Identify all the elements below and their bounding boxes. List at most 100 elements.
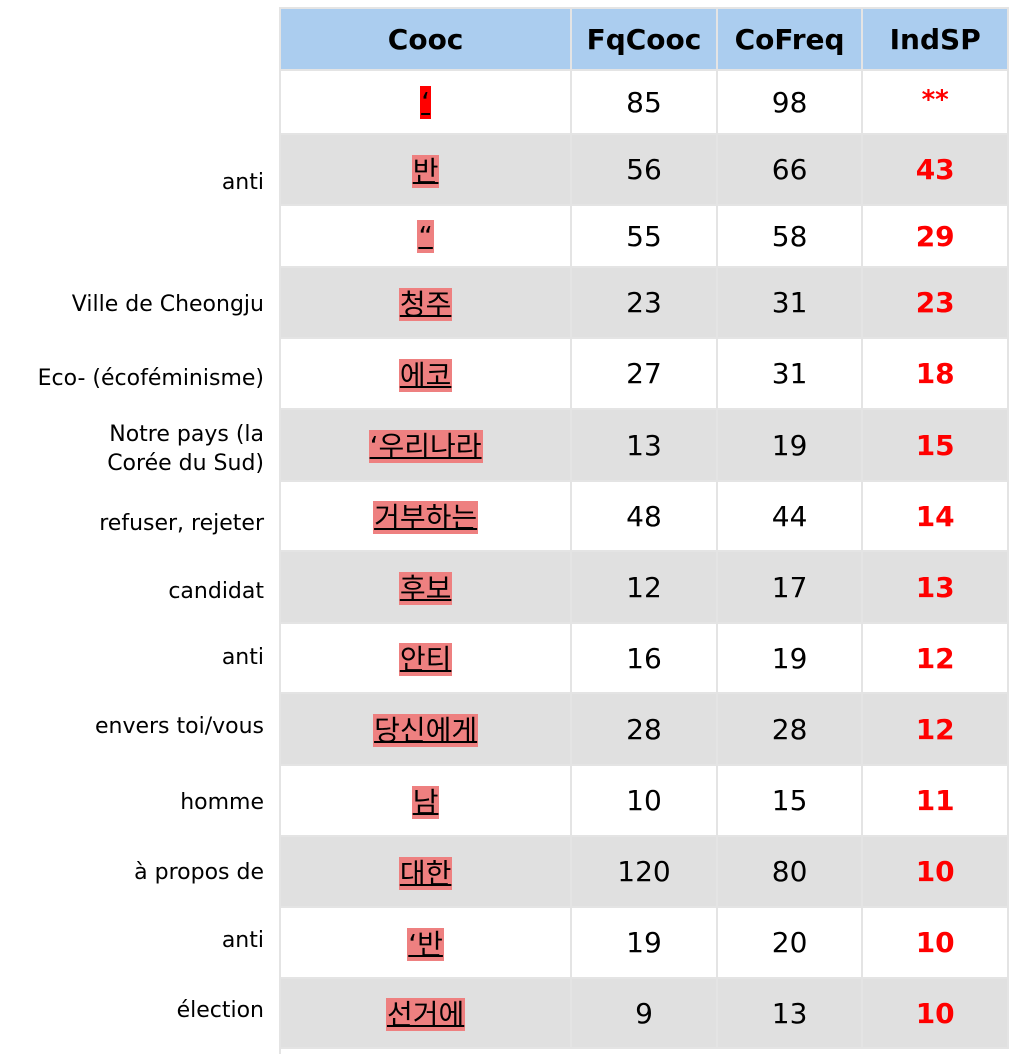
indsp-cell: 14 <box>861 480 1009 552</box>
cofreq-cell: 66 <box>715 133 864 206</box>
cooc-cell: 거부하는 <box>278 480 573 552</box>
indsp-cell: 12 <box>861 692 1009 766</box>
cooc-word: 청주 <box>398 287 453 321</box>
translation-label: Ville de Cheongju <box>71 292 264 317</box>
table-row: 거부하는 48 44 14 <box>278 480 1009 552</box>
cofreq-cell: 20 <box>715 906 864 979</box>
fqcooc-cell: 120 <box>570 835 718 908</box>
table-edge <box>279 1045 281 1054</box>
table-row: “ 55 58 29 <box>278 204 1009 268</box>
cooc-word: 남 <box>411 785 440 819</box>
cooc-word: ‘반 <box>407 927 444 961</box>
cooc-word: ‘우리나라 <box>368 430 483 463</box>
fqcooc-cell: 9 <box>570 977 718 1049</box>
cofreq-cell: 31 <box>715 337 864 410</box>
translation-label: anti <box>221 645 264 670</box>
cofreq-cell: 13 <box>715 977 864 1049</box>
cofreq-cell: 31 <box>715 266 864 339</box>
cooc-cell: ‘우리나라 <box>278 408 573 482</box>
cooc-cell: ‘ <box>278 69 573 135</box>
cooc-word: 에코 <box>398 358 453 392</box>
indsp-cell: 10 <box>861 906 1009 979</box>
cooc-word: “ <box>417 219 434 253</box>
cooc-cell: 에코 <box>278 337 573 410</box>
fqcooc-cell: 23 <box>570 266 718 339</box>
header-indsp: IndSP <box>861 7 1009 71</box>
translation-label: envers toi/vous <box>94 714 264 739</box>
table-row: 대한 120 80 10 <box>278 835 1009 908</box>
translation-label: candidat <box>168 579 264 604</box>
indsp-cell: 12 <box>861 622 1009 694</box>
table-row: 청주 23 31 23 <box>278 266 1009 339</box>
header-cofreq: CoFreq <box>715 7 864 71</box>
cofreq-cell: 98 <box>715 69 864 135</box>
indsp-cell: ** <box>861 69 1009 135</box>
indsp-cell: 15 <box>861 408 1009 482</box>
table-row: 반 56 66 43 <box>278 133 1009 206</box>
cooc-cell: 안티 <box>278 622 573 694</box>
translation-label: à propos de <box>134 860 264 885</box>
translation-label: refuser, rejeter <box>99 511 264 536</box>
indsp-cell: 18 <box>861 337 1009 410</box>
cofreq-cell: 19 <box>715 408 864 482</box>
translation-label: homme <box>180 790 264 815</box>
cooc-word: 대한 <box>398 856 453 890</box>
indsp-cell: 13 <box>861 550 1009 624</box>
cofreq-cell: 44 <box>715 480 864 552</box>
cofreq-cell: 80 <box>715 835 864 908</box>
fqcooc-cell: 56 <box>570 133 718 206</box>
cooc-cell: 선거에 <box>278 977 573 1049</box>
cooc-word: 안티 <box>398 643 453 676</box>
cooc-word: 반 <box>411 154 440 188</box>
fqcooc-cell: 13 <box>570 408 718 482</box>
cooccurrence-table: Cooc FqCooc CoFreq IndSP ‘ 85 98 ** 반 56… <box>278 7 1009 1049</box>
indsp-cell: 29 <box>861 204 1009 268</box>
cooc-cell: 당신에게 <box>278 692 573 766</box>
cofreq-cell: 15 <box>715 764 864 837</box>
cooc-word: 거부하는 <box>373 501 479 534</box>
translation-label: anti <box>221 170 264 195</box>
table-row: 남 10 15 11 <box>278 764 1009 837</box>
cooc-cell: 대한 <box>278 835 573 908</box>
table-row: 당신에게 28 28 12 <box>278 692 1009 766</box>
header-cooc: Cooc <box>278 7 573 71</box>
fqcooc-cell: 27 <box>570 337 718 410</box>
fqcooc-cell: 12 <box>570 550 718 624</box>
indsp-cell: 43 <box>861 133 1009 206</box>
fqcooc-cell: 28 <box>570 692 718 766</box>
cofreq-cell: 17 <box>715 550 864 624</box>
cooc-word: 후보 <box>398 572 453 605</box>
fqcooc-cell: 10 <box>570 764 718 837</box>
table-row: 안티 16 19 12 <box>278 622 1009 694</box>
cooc-cell: 청주 <box>278 266 573 339</box>
indsp-cell: 10 <box>861 977 1009 1049</box>
table-row: 후보 12 17 13 <box>278 550 1009 624</box>
fqcooc-cell: 19 <box>570 906 718 979</box>
cooc-cell: ‘반 <box>278 906 573 979</box>
fqcooc-cell: 85 <box>570 69 718 135</box>
fqcooc-cell: 48 <box>570 480 718 552</box>
indsp-cell: 23 <box>861 266 1009 339</box>
cooc-word: 당신에게 <box>373 714 479 747</box>
cofreq-cell: 58 <box>715 204 864 268</box>
cooc-cell: 반 <box>278 133 573 206</box>
table-row: ‘ 85 98 ** <box>278 69 1009 135</box>
fqcooc-cell: 55 <box>570 204 718 268</box>
translation-label: Eco- (écoféminisme) <box>37 366 264 391</box>
translation-label: Notre pays (la Corée du Sud) <box>107 422 264 476</box>
header-fqcooc: FqCooc <box>570 7 718 71</box>
header-row: Cooc FqCooc CoFreq IndSP <box>278 7 1009 71</box>
cooc-cell: 후보 <box>278 550 573 624</box>
indsp-cell: 10 <box>861 835 1009 908</box>
table-row: ‘반 19 20 10 <box>278 906 1009 979</box>
cooc-cell: 남 <box>278 764 573 837</box>
fqcooc-cell: 16 <box>570 622 718 694</box>
cofreq-cell: 28 <box>715 692 864 766</box>
translation-label: élection <box>176 998 264 1023</box>
cooc-word: 선거에 <box>385 998 466 1031</box>
table-row: ‘우리나라 13 19 15 <box>278 408 1009 482</box>
cofreq-cell: 19 <box>715 622 864 694</box>
indsp-cell: 11 <box>861 764 1009 837</box>
translation-label: anti <box>221 928 264 953</box>
cooc-cell: “ <box>278 204 573 268</box>
